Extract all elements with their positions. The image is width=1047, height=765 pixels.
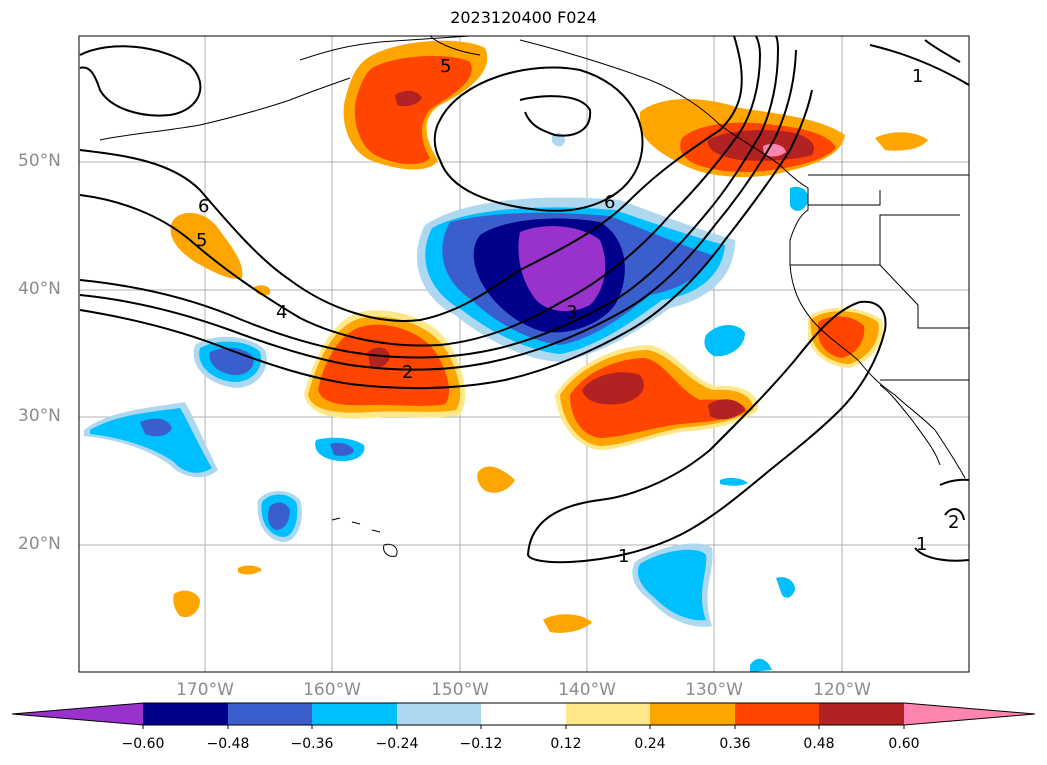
lon-label: 120°W [813, 680, 871, 700]
colorbar-swatch [228, 703, 312, 725]
border-ca-nv [879, 264, 969, 329]
contour-loop-small [519, 95, 592, 137]
blue-region-small-2c [268, 502, 290, 530]
contour-5 [79, 36, 762, 347]
colorbar-tick-label: 0.36 [719, 736, 751, 752]
blue-region-coast [790, 186, 809, 211]
contour-label: 1 [916, 534, 927, 555]
map-area: 5 6 5 4 2 3 1 1 2 6 1 [79, 36, 969, 672]
contour-label: 2 [402, 362, 413, 383]
darkred-region-east [582, 372, 644, 405]
contour-label: 5 [440, 56, 451, 77]
colorbar-tick-label: −0.12 [459, 736, 503, 752]
colorbar-tick-label: 0.60 [888, 736, 920, 752]
baja-coast [879, 384, 941, 466]
orange-region-small-1 [477, 466, 515, 493]
darkred-region-center [368, 347, 390, 368]
contour-2 [79, 89, 813, 390]
contour-1 [526, 300, 887, 564]
orange-region-north-2 [354, 56, 472, 165]
colorbar-tick-label: 0.48 [803, 736, 835, 752]
blue-region-far-west-2 [90, 408, 212, 473]
colorbar-tick-label: −0.60 [121, 736, 165, 752]
blue-region-small-5 [776, 577, 795, 598]
colorbar-tick-label: −0.36 [290, 736, 334, 752]
lon-label: 160°W [303, 680, 361, 700]
aleutians [99, 77, 351, 141]
red-region-california [818, 316, 865, 358]
contour-label: 4 [276, 302, 287, 323]
colorbar-swatch [481, 703, 566, 725]
lon-label: 130°W [685, 680, 743, 700]
contour-6 [79, 36, 743, 322]
negative-anomaly-areas [84, 133, 809, 672]
alaska-coast [299, 36, 966, 479]
contour-2-northeast [924, 39, 961, 63]
orange-region-small-2 [173, 590, 200, 618]
colorbar-swatch [904, 703, 1035, 725]
blue-region-small-4 [720, 477, 748, 486]
contour-label: 1 [618, 546, 629, 567]
colorbar-tick-label: 0.24 [634, 736, 666, 752]
colorbar-swatch [312, 703, 397, 725]
lon-label: 140°W [558, 680, 616, 700]
colorbar [11, 702, 1036, 729]
colorbar-swatch [397, 703, 481, 725]
lon-label: 150°W [431, 680, 489, 700]
colorbar-swatch [12, 703, 143, 725]
orange-region-small-3 [238, 565, 262, 575]
map-title: 2023120400 F024 [450, 8, 597, 27]
map-frame [78, 35, 970, 673]
blue-region-small-1b [330, 442, 354, 456]
contour-label: 3 [566, 302, 577, 323]
blue-region-small-3 [704, 324, 745, 357]
orange-region-west [170, 212, 243, 279]
orange-region-small-4 [543, 614, 592, 633]
contour-loop-north [433, 66, 644, 212]
darkred-region-north [395, 90, 422, 107]
orange-region-small [254, 285, 271, 296]
contour-2-southeast [944, 508, 965, 521]
colorbar-swatch [819, 703, 904, 725]
lon-label: 170°W [176, 680, 234, 700]
border-or-ca [790, 214, 960, 266]
coastlines [99, 36, 969, 557]
colorbar-swatch [143, 703, 228, 725]
contour-label: 6 [198, 196, 209, 217]
contours [79, 36, 969, 564]
hawaii [331, 517, 398, 557]
colorbar-swatch [735, 703, 819, 725]
darkred-region-east-2 [708, 399, 745, 420]
lat-label: 40°N [18, 279, 61, 299]
colorbar-tick-label: −0.24 [375, 736, 419, 752]
blue-region-small-6 [750, 658, 772, 672]
orange-region-far-east [875, 132, 928, 151]
lat-label: 50°N [18, 151, 61, 171]
contour-label: 5 [196, 230, 207, 251]
colorbar-swatch [566, 703, 650, 725]
contour-labels: 5 6 5 4 2 3 1 1 2 6 1 [196, 56, 959, 567]
lat-label: 20°N [18, 534, 61, 554]
lat-label: 30°N [18, 406, 61, 426]
contour-label: 2 [948, 512, 959, 533]
colorbar-tick-label: 0.12 [550, 736, 582, 752]
blue-region-south-2 [637, 549, 707, 621]
contour-label: 1 [912, 66, 923, 87]
contour-7 [79, 45, 202, 117]
colorbar-tick-marks [142, 725, 905, 729]
blue-region-far-west-3 [140, 418, 172, 437]
colorbar-swatch [650, 703, 735, 725]
contour-1-northeast [869, 44, 969, 86]
contour-3 [79, 49, 797, 371]
contour-4 [79, 36, 780, 359]
border-wa-or [808, 190, 881, 206]
colorbar-tick-label: −0.48 [206, 736, 250, 752]
contour-label: 6 [604, 192, 615, 213]
